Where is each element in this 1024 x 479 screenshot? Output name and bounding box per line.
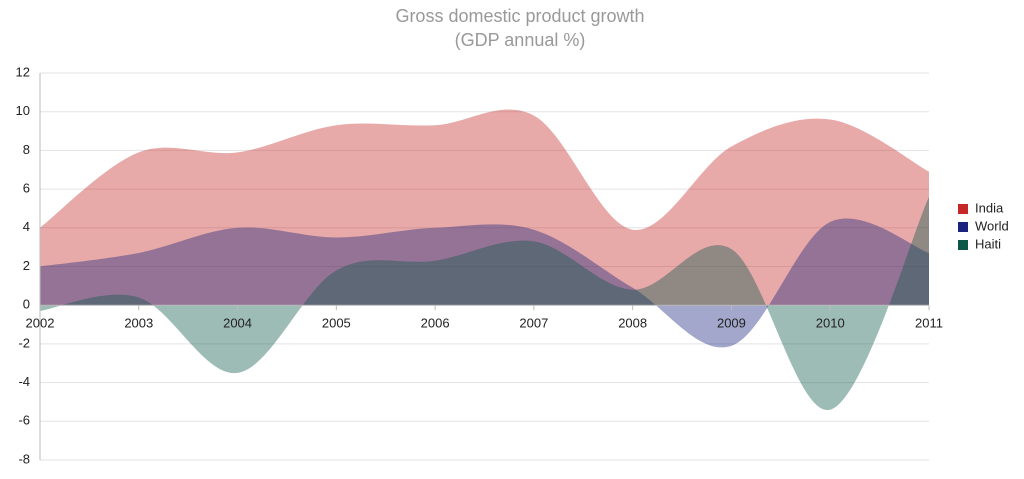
x-tick-label: 2009 (717, 316, 746, 331)
legend-label: Haiti (975, 236, 1001, 251)
legend-swatch (958, 240, 968, 250)
y-tick-label: -4 (18, 374, 30, 389)
legend-label: India (975, 200, 1004, 215)
legend-swatch (958, 204, 968, 214)
y-tick-label: 6 (23, 181, 30, 196)
x-tick-label: 2008 (618, 316, 647, 331)
chart-title: Gross domestic product growth (395, 6, 644, 26)
y-tick-label: 10 (16, 103, 30, 118)
x-tick-label: 2006 (421, 316, 450, 331)
x-tick-label: 2004 (223, 316, 252, 331)
x-tick-label: 2002 (26, 316, 55, 331)
area (40, 196, 929, 411)
y-tick-label: 0 (23, 297, 30, 312)
y-tick-label: -6 (18, 413, 30, 428)
y-tick-label: 4 (23, 219, 30, 234)
legend-label: World (975, 218, 1009, 233)
chart-subtitle: (GDP annual %) (455, 30, 586, 50)
x-tick-label: 2003 (124, 316, 153, 331)
x-tick-label: 2005 (322, 316, 351, 331)
y-tick-label: 12 (16, 64, 30, 79)
y-tick-label: 8 (23, 142, 30, 157)
x-tick-label: 2007 (519, 316, 548, 331)
x-tick-label: 2011 (915, 316, 943, 331)
legend-swatch (958, 222, 968, 232)
x-tick-label: 2010 (816, 316, 845, 331)
area (40, 218, 929, 348)
y-tick-label: -8 (18, 451, 30, 466)
y-tick-label: -2 (18, 335, 30, 350)
area (40, 109, 929, 306)
y-tick-label: 2 (23, 258, 30, 273)
